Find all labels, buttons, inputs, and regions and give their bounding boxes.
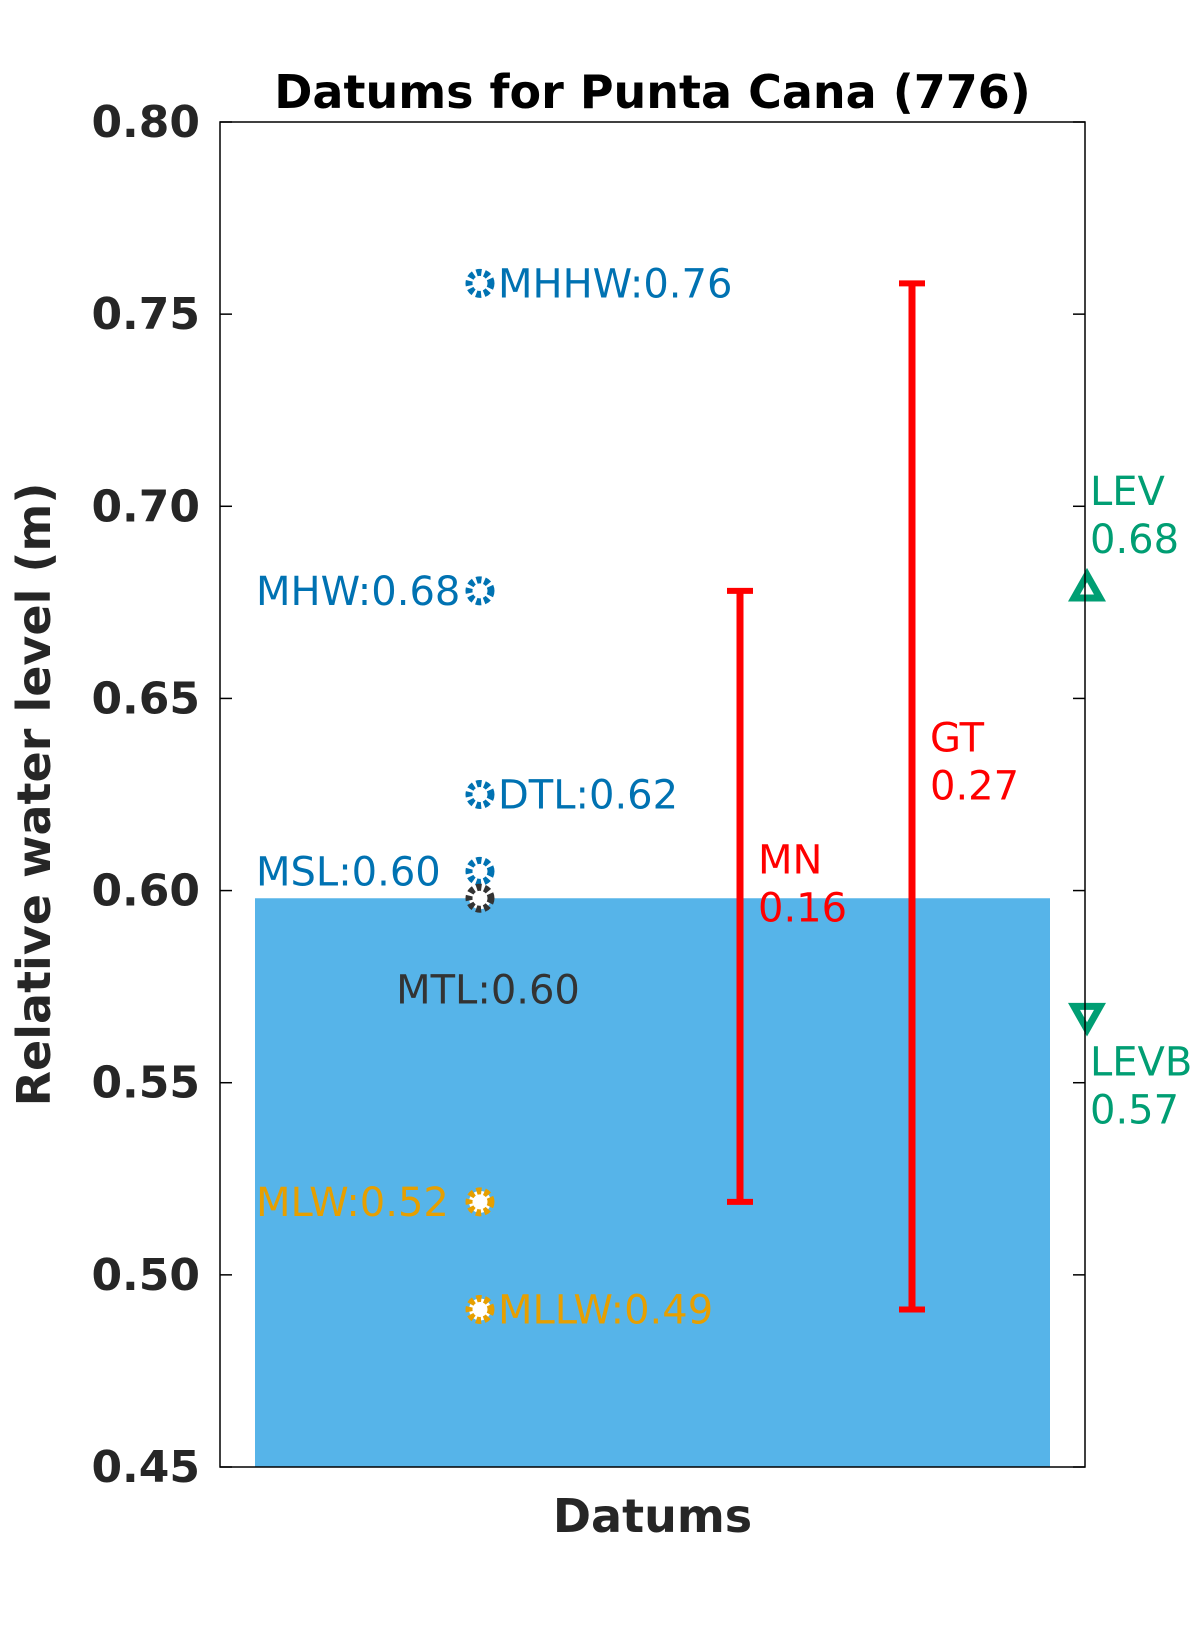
- datum-label-dtl: DTL:0.62: [498, 773, 678, 819]
- y-tick-label: 0.80: [91, 97, 200, 148]
- y-tick-label: 0.60: [91, 866, 200, 917]
- chart-title: Datums for Punta Cana (776): [274, 65, 1031, 119]
- extreme-marker-lev: [1068, 567, 1106, 602]
- plot-frame: [219, 121, 1086, 1468]
- range-label-gt: GT: [930, 715, 985, 761]
- datum-label-msl: MSL:0.60: [256, 849, 441, 895]
- datum-label-mllw: MLLW:0.49: [498, 1287, 713, 1333]
- datum-marker-dtl: [465, 780, 495, 809]
- datum-marker-mlw: [465, 1187, 495, 1217]
- datum-points: MHHW:0.76 MHW:0.68 DTL:0.62 MSL:0.60 MTL:0.6…: [256, 261, 732, 1333]
- datum-label-mhw: MHW:0.68: [256, 569, 460, 615]
- datum-marker-mhw: [465, 576, 495, 606]
- y-tick-label: 0.50: [91, 1250, 200, 1301]
- range-label-mn: 0.16: [758, 885, 847, 931]
- datum-marker-mtl: [465, 883, 495, 913]
- y-tick-label: 0.45: [91, 1442, 200, 1493]
- range-label-gt: 0.27: [930, 763, 1019, 809]
- datum-label-mlw: MLW:0.52: [256, 1180, 449, 1226]
- y-tick-label: 0.75: [91, 289, 200, 340]
- y-axis-title: Relative water level (m): [7, 483, 61, 1107]
- water-level-fill: [255, 898, 1050, 1467]
- extreme-label-levb: LEVB: [1090, 1039, 1192, 1085]
- extreme-marker-levb: [1068, 1002, 1106, 1037]
- datum-label-mtl: MTL:0.60: [396, 967, 580, 1013]
- extreme-label-lev: 0.68: [1090, 517, 1179, 563]
- extreme-label-levb: 0.57: [1090, 1087, 1179, 1133]
- y-tick-label: 0.70: [91, 481, 200, 532]
- y-tick-label: 0.65: [91, 673, 200, 724]
- x-axis-title: Datums: [553, 1489, 752, 1543]
- y-axis-ticks: 0.45 0.50 0.55 0.60 0.65 0.70 0.75 0.80: [91, 97, 1085, 1493]
- datum-marker-mhhw: [465, 268, 495, 298]
- datum-label-mhhw: MHHW:0.76: [498, 261, 732, 307]
- tidal-ranges: MN0.16 GT0.27: [727, 280, 1019, 1313]
- range-label-mn: MN: [758, 837, 822, 883]
- y-tick-label: 0.55: [91, 1058, 200, 1109]
- datum-marker-mllw: [465, 1294, 495, 1324]
- datum-marker-msl: [465, 856, 495, 886]
- extreme-label-lev: LEV: [1090, 469, 1166, 515]
